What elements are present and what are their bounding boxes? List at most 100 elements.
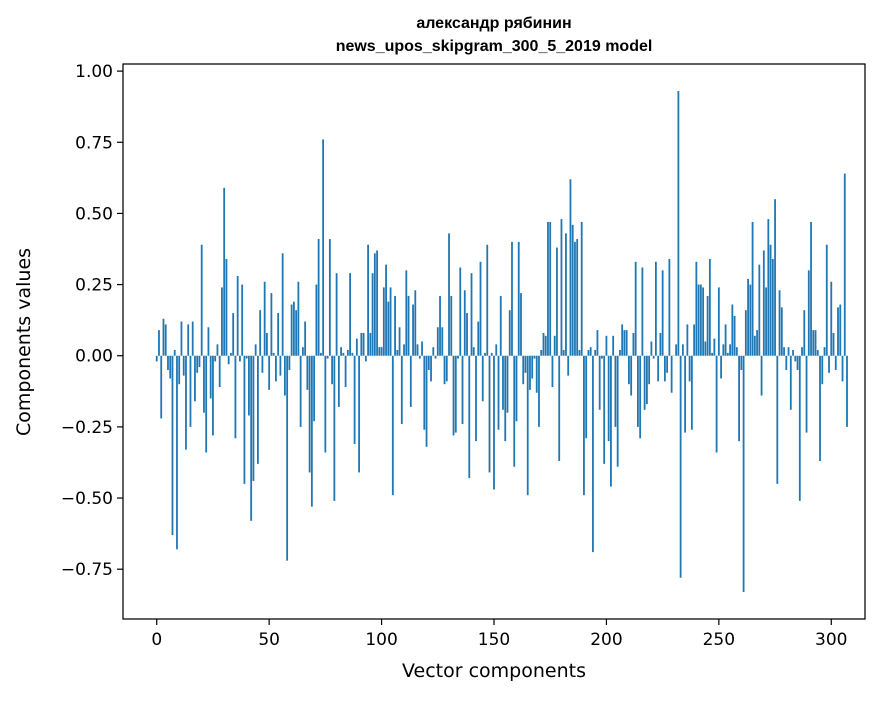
bar-253 [725,324,727,355]
bar-166 [529,356,531,390]
y-tick-label: 0.25 [75,276,113,296]
bar-20 [201,245,203,356]
bar-215 [639,356,641,439]
bar-9 [176,356,178,550]
bar-251 [720,356,722,379]
bar-242 [700,285,702,356]
bar-227 [666,356,668,373]
bar-99 [378,347,380,356]
bar-193 [590,347,592,356]
bar-29 [221,287,223,355]
chart-title-line-1: александр рябинин [416,15,571,32]
bar-97 [374,253,376,355]
plot-frame [123,64,865,619]
bar-98 [376,250,378,355]
bar-263 [747,279,749,356]
bar-194 [592,356,594,552]
y-tick-label: 0.00 [75,347,113,367]
bar-102 [385,265,387,356]
bar-132 [453,356,455,436]
bar-232 [677,91,679,356]
bar-304 [839,305,841,356]
bar-4 [165,324,167,355]
bar-237 [689,356,691,382]
bar-12 [183,356,185,376]
bar-222 [655,262,657,356]
bar-169 [536,356,538,393]
bar-66 [304,322,306,356]
bar-265 [752,222,754,356]
bar-80 [336,273,338,356]
bar-85 [347,350,349,356]
bar-18 [196,356,198,373]
bar-198 [601,356,603,359]
y-tick-label: 1.00 [75,62,113,82]
bar-245 [707,296,709,356]
bar-49 [266,333,268,356]
bar-134 [457,356,459,359]
bar-2 [160,356,162,419]
bar-14 [187,324,189,355]
bar-307 [846,356,848,427]
bar-297 [824,347,826,356]
bar-229 [671,356,673,393]
bar-302 [835,356,837,370]
bar-238 [691,356,693,430]
bar-138 [466,313,468,356]
bar-177 [554,336,556,356]
bar-104 [390,287,392,355]
bar-139 [468,356,470,478]
bar-272 [767,219,769,356]
bar-207 [621,324,623,355]
bar-157 [509,310,511,356]
bar-151 [495,344,497,355]
bar-221 [653,356,655,359]
bar-277 [779,290,781,355]
bar-201 [608,356,610,441]
bar-160 [516,356,518,421]
bar-234 [682,344,684,355]
bar-163 [522,356,524,384]
chart-title-line-2: news_upos_skipgram_300_5_2019 model [336,38,653,55]
bar-240 [695,262,697,356]
bar-248 [713,339,715,356]
bar-135 [459,268,461,356]
bar-145 [482,356,484,402]
bar-209 [626,330,628,356]
bar-153 [500,296,502,356]
bar-246 [709,259,711,356]
bar-1 [158,330,160,356]
bar-128 [444,356,446,384]
bar-185 [572,225,574,356]
bar-17 [194,356,196,402]
bar-226 [664,356,666,382]
bar-300 [830,282,832,356]
bar-33 [230,353,232,356]
bar-10 [178,356,180,384]
bar-129 [446,356,448,382]
bar-88 [354,356,356,444]
bar-188 [579,350,581,356]
bar-158 [511,242,513,356]
bar-77 [329,239,331,356]
bar-255 [729,344,731,355]
y-tick-label: −0.75 [61,560,113,580]
bar-165 [527,356,529,495]
bar-32 [228,356,230,365]
bar-113 [410,356,412,407]
bar-144 [480,262,482,356]
bar-267 [756,330,758,356]
bar-301 [833,333,835,356]
bar-203 [612,336,614,356]
bar-286 [799,356,801,501]
bar-211 [630,356,632,396]
bar-61 [293,302,295,356]
bar-178 [556,248,558,356]
bar-256 [731,305,733,356]
bar-55 [279,356,281,376]
x-tick-label: 300 [815,630,847,650]
bar-78 [331,356,333,384]
bar-56 [282,253,284,355]
bar-126 [439,296,441,356]
bar-92 [363,333,365,356]
